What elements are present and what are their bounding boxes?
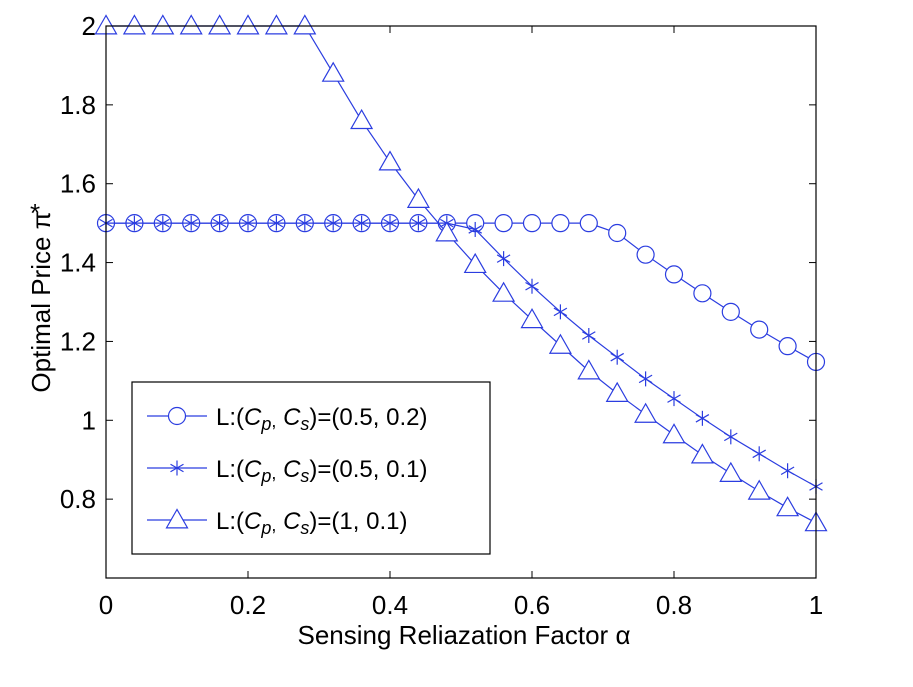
triangle-marker bbox=[151, 14, 175, 35]
star-marker bbox=[695, 410, 710, 426]
triangle-marker bbox=[747, 479, 771, 500]
star-marker bbox=[553, 304, 568, 320]
triangle-marker bbox=[605, 381, 629, 402]
star-marker bbox=[525, 278, 539, 294]
circle-marker bbox=[693, 284, 712, 303]
x-tick-label: 0.2 bbox=[230, 590, 266, 620]
star-marker bbox=[298, 215, 312, 231]
triangle-marker bbox=[179, 14, 203, 35]
triangle-marker bbox=[662, 423, 686, 444]
x-tick-label: 0 bbox=[99, 590, 113, 620]
triangle-marker bbox=[719, 461, 743, 482]
triangle-marker bbox=[690, 443, 714, 464]
star-marker bbox=[326, 215, 340, 231]
triangle-marker bbox=[264, 14, 288, 35]
x-tick-label: 0.6 bbox=[514, 590, 550, 620]
triangle-marker bbox=[548, 333, 572, 354]
circle-marker bbox=[750, 320, 769, 339]
triangle-marker bbox=[435, 221, 459, 242]
x-tick-label: 0.4 bbox=[372, 590, 408, 620]
legend-entry: L:(Cp, Cs)=(0.5, 0.1) bbox=[147, 456, 427, 486]
y-tick-label: 1 bbox=[82, 405, 96, 435]
triangle-marker bbox=[208, 14, 232, 35]
circle-marker bbox=[167, 406, 187, 426]
circle-marker bbox=[664, 265, 684, 284]
triangle-marker bbox=[350, 108, 374, 130]
triangle-marker bbox=[122, 14, 146, 35]
star-marker bbox=[638, 371, 653, 387]
star-marker bbox=[127, 215, 142, 231]
triangle-marker bbox=[236, 14, 260, 35]
legend-label: L:(Cp, Cs)=(1, 0.1) bbox=[216, 508, 407, 538]
series-layer bbox=[94, 14, 828, 532]
circle-marker bbox=[522, 214, 542, 233]
star-marker bbox=[241, 215, 255, 231]
star-marker bbox=[383, 215, 397, 231]
x-tick-label: 1 bbox=[809, 590, 823, 620]
circle-marker bbox=[551, 214, 570, 233]
y-axis-title: Optimal Price π bbox=[26, 211, 56, 392]
x-tick-labels: 0 0.2 0.4 0.6 0.8 1 bbox=[99, 590, 823, 620]
series-triangle bbox=[94, 14, 828, 532]
triangle-marker bbox=[321, 61, 345, 82]
star-marker bbox=[667, 391, 681, 407]
triangle-marker bbox=[463, 252, 487, 274]
y-tick-labels: 0.8 1 1.2 1.4 1.6 1.8 2 bbox=[60, 11, 96, 514]
triangle-marker bbox=[520, 308, 544, 329]
legend-label: L:(Cp, Cs)=(0.5, 0.2) bbox=[216, 404, 427, 434]
legend: L:(Cp, Cs)=(0.5, 0.2) L:(Cp, Cs)=(0.5, 0.… bbox=[131, 381, 491, 555]
y-tick-label: 0.8 bbox=[60, 484, 96, 514]
triangle-marker bbox=[293, 14, 317, 35]
triangle-marker bbox=[634, 402, 658, 423]
triangle-marker bbox=[378, 150, 402, 171]
circle-marker bbox=[778, 337, 797, 356]
star-marker bbox=[496, 251, 511, 267]
y-tick-label: 1.8 bbox=[60, 90, 96, 120]
circle-marker bbox=[608, 223, 627, 243]
y-tick-label: 1.6 bbox=[60, 169, 96, 199]
star-marker bbox=[170, 460, 184, 476]
circle-marker bbox=[721, 302, 740, 321]
legend-entry: L:(Cp, Cs)=(0.5, 0.2) bbox=[147, 404, 427, 434]
star-marker bbox=[468, 221, 482, 237]
x-axis-title: Sensing Reliazation Factor α bbox=[298, 620, 631, 650]
star-marker bbox=[354, 215, 369, 231]
star-marker bbox=[269, 215, 284, 231]
star-marker bbox=[724, 429, 738, 445]
circle-marker bbox=[579, 214, 598, 233]
star-marker bbox=[582, 328, 596, 344]
y-axis-title-superscript: * bbox=[30, 198, 40, 228]
star-marker bbox=[411, 215, 426, 231]
y-tick-label: 1.4 bbox=[60, 248, 96, 278]
star-marker bbox=[610, 349, 624, 365]
triangle-marker bbox=[165, 508, 189, 529]
star-marker bbox=[184, 215, 198, 231]
triangle-marker bbox=[492, 281, 516, 302]
x-tick-label: 0.8 bbox=[656, 590, 692, 620]
y-tick-label: 1.2 bbox=[60, 326, 96, 356]
circle-marker bbox=[494, 214, 513, 233]
star-marker bbox=[752, 446, 766, 462]
triangle-marker bbox=[776, 496, 800, 517]
series-star bbox=[99, 215, 823, 495]
circle-marker bbox=[636, 245, 655, 264]
triangle-marker bbox=[406, 187, 430, 208]
triangle-marker bbox=[577, 359, 601, 380]
star-marker bbox=[780, 463, 795, 479]
legend-label: L:(Cp, Cs)=(0.5, 0.1) bbox=[216, 456, 427, 486]
star-marker bbox=[156, 215, 170, 231]
legend-entry: L:(Cp, Cs)=(1, 0.1) bbox=[147, 508, 407, 538]
y-tick-label: 2 bbox=[82, 11, 96, 41]
y-axis-title-group: Optimal Price π bbox=[26, 211, 56, 392]
star-marker bbox=[212, 215, 227, 231]
plot-frame bbox=[105, 25, 817, 579]
